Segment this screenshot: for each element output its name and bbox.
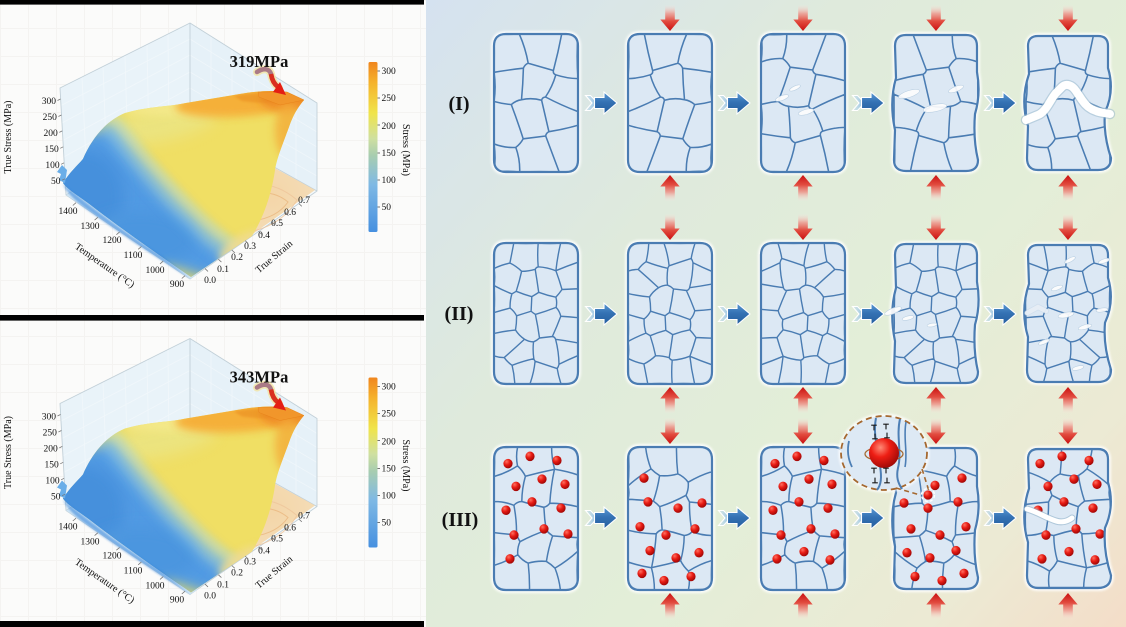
svg-text:(I): (I)	[448, 93, 469, 115]
svg-text:0.0: 0.0	[204, 592, 216, 602]
svg-text:0.5: 0.5	[271, 219, 283, 229]
svg-text:0.0: 0.0	[204, 276, 216, 286]
svg-text:250: 250	[43, 429, 58, 439]
svg-text:200: 200	[382, 122, 397, 132]
svg-text:300: 300	[382, 67, 397, 77]
svg-text:1400: 1400	[59, 207, 78, 217]
svg-text:100: 100	[45, 161, 60, 171]
svg-text:True Stress (MPa): True Stress (MPa)	[3, 416, 14, 489]
svg-text:0.4: 0.4	[258, 547, 270, 557]
svg-text:1000: 1000	[146, 582, 165, 592]
svg-text:0.7: 0.7	[298, 512, 310, 522]
svg-text:300: 300	[382, 383, 397, 393]
svg-text:0.2: 0.2	[231, 253, 243, 263]
svg-text:300: 300	[42, 97, 57, 107]
svg-text:1000: 1000	[146, 266, 165, 276]
svg-text:0.2: 0.2	[231, 569, 243, 579]
svg-text:250: 250	[382, 94, 397, 104]
svg-text:150: 150	[44, 145, 59, 155]
svg-text:0.6: 0.6	[284, 208, 296, 218]
svg-text:1100: 1100	[124, 567, 143, 577]
svg-text:1400: 1400	[59, 523, 78, 533]
svg-text:200: 200	[44, 129, 59, 139]
svg-text:1200: 1200	[103, 552, 122, 562]
svg-text:50: 50	[382, 519, 392, 529]
svg-text:200: 200	[382, 438, 397, 448]
svg-text:50: 50	[51, 177, 61, 187]
svg-text:0.1: 0.1	[217, 581, 229, 591]
svg-text:250: 250	[43, 113, 58, 123]
svg-text:True Stress (MPa): True Stress (MPa)	[3, 101, 14, 174]
svg-text:100: 100	[382, 492, 397, 502]
svg-text:343MPa: 343MPa	[230, 368, 289, 387]
svg-text:1200: 1200	[103, 236, 122, 246]
svg-text:(III): (III)	[442, 509, 479, 531]
svg-text:150: 150	[382, 465, 397, 475]
svg-text:1100: 1100	[124, 251, 143, 261]
svg-text:Stress (MPa): Stress (MPa)	[400, 124, 411, 176]
svg-text:1300: 1300	[81, 538, 100, 548]
svg-text:0.5: 0.5	[271, 535, 283, 545]
svg-text:150: 150	[382, 149, 397, 159]
svg-text:(II): (II)	[445, 303, 474, 325]
svg-text:300: 300	[42, 413, 57, 423]
svg-text:250: 250	[382, 410, 397, 420]
svg-text:50: 50	[382, 203, 392, 213]
svg-text:1300: 1300	[81, 222, 100, 232]
svg-text:319MPa: 319MPa	[230, 52, 289, 71]
svg-text:0.7: 0.7	[298, 196, 310, 206]
svg-text:0.4: 0.4	[258, 231, 270, 241]
svg-text:0.1: 0.1	[217, 265, 229, 275]
svg-text:50: 50	[51, 492, 61, 502]
svg-text:150: 150	[44, 461, 59, 471]
svg-text:0.3: 0.3	[244, 558, 256, 568]
svg-text:900: 900	[170, 280, 185, 290]
svg-text:Stress (MPa): Stress (MPa)	[400, 440, 411, 492]
svg-text:100: 100	[45, 477, 60, 487]
svg-text:100: 100	[382, 176, 397, 186]
svg-text:200: 200	[44, 445, 59, 455]
svg-text:900: 900	[170, 596, 185, 606]
svg-text:0.6: 0.6	[284, 524, 296, 534]
svg-text:0.3: 0.3	[244, 242, 256, 252]
